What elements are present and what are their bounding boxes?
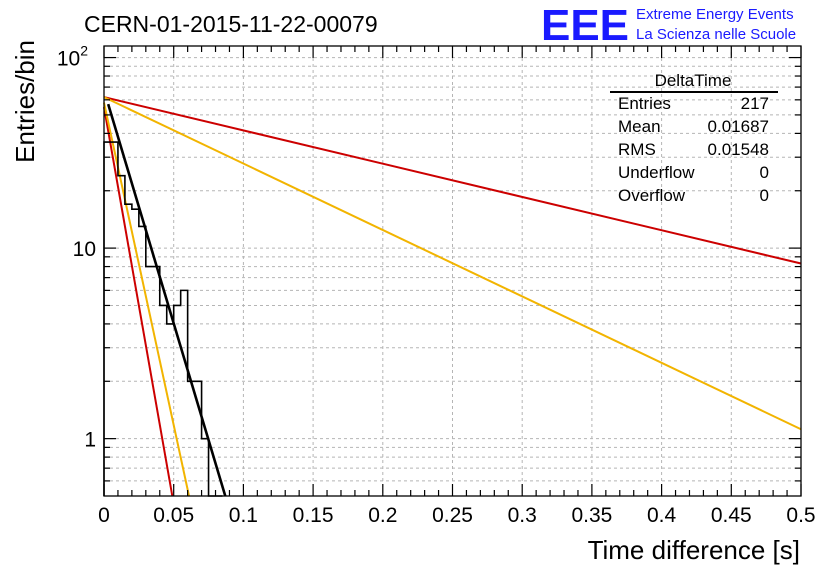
- histogram: [103, 141, 223, 497]
- x-tick-label: 0.2: [368, 504, 397, 527]
- stats-label-mean: Mean: [618, 117, 661, 136]
- eee-logo-line2: La Scienza nelle Scuole: [636, 26, 796, 43]
- fit-curve-3: [103, 96, 802, 265]
- eee-logo-line1: Extreme Energy Events: [636, 6, 794, 23]
- y-tick-label: 10: [73, 238, 96, 261]
- stats-value-underflow: 0: [760, 163, 769, 182]
- x-tick-label: 0.35: [571, 504, 612, 527]
- stats-value-rms: 0.01548: [708, 140, 769, 159]
- y-tick-label-exponent: 2: [80, 43, 88, 59]
- x-tick-label: 0.15: [293, 504, 334, 527]
- fit-curve-2: [103, 102, 191, 497]
- histogram-bin: [160, 305, 167, 496]
- axes: [103, 45, 802, 497]
- x-tick-label: 0.5: [786, 504, 815, 527]
- stats-box-title: DeltaTime: [655, 71, 732, 90]
- histogram-bin: [111, 142, 118, 496]
- eee-logo: EEE Extreme Energy Events La Scienza nel…: [541, 1, 796, 50]
- y-tick-labels: 1 10 102: [57, 43, 96, 452]
- x-tick-label: 0.45: [711, 504, 752, 527]
- y-tick-label: 1: [84, 429, 96, 452]
- grid: [104, 46, 801, 496]
- y-tick-label: 102: [57, 43, 88, 71]
- stats-box: DeltaTime Entries 217 Mean 0.01687 RMS 0…: [610, 71, 778, 205]
- histogram-bin: [104, 142, 111, 496]
- x-tick-label: 0.1: [229, 504, 258, 527]
- eee-logo-mark: EEE: [541, 1, 629, 50]
- stats-label-rms: RMS: [618, 140, 656, 159]
- x-tick-label: 0.05: [153, 504, 194, 527]
- fit-curve-1: [103, 106, 174, 497]
- x-tick-label: 0: [98, 504, 110, 527]
- chart-title: CERN-01-2015-11-22-00079: [84, 11, 378, 37]
- x-tick-label: 0.25: [432, 504, 473, 527]
- fit-curve-0: [106, 103, 227, 497]
- y-axis-label: Entries/bin: [10, 40, 40, 163]
- x-tick-label: 0.4: [647, 504, 677, 527]
- stats-label-overflow: Overflow: [618, 186, 686, 205]
- histogram-outline: [103, 141, 223, 497]
- x-axis-label: Time difference [s]: [588, 535, 800, 565]
- stats-label-underflow: Underflow: [618, 163, 695, 182]
- x-tick-label: 0.3: [508, 504, 537, 527]
- fit-curve-4: [103, 96, 802, 431]
- x-tick-labels: 0 0.05 0.1 0.15 0.2 0.25 0.3 0.35 0.4 0.45 0.5: [98, 504, 815, 527]
- stats-value-overflow: 0: [760, 186, 769, 205]
- stats-label-entries: Entries: [618, 94, 671, 113]
- stats-value-entries: 217: [741, 94, 769, 113]
- stats-value-mean: 0.01687: [708, 117, 769, 136]
